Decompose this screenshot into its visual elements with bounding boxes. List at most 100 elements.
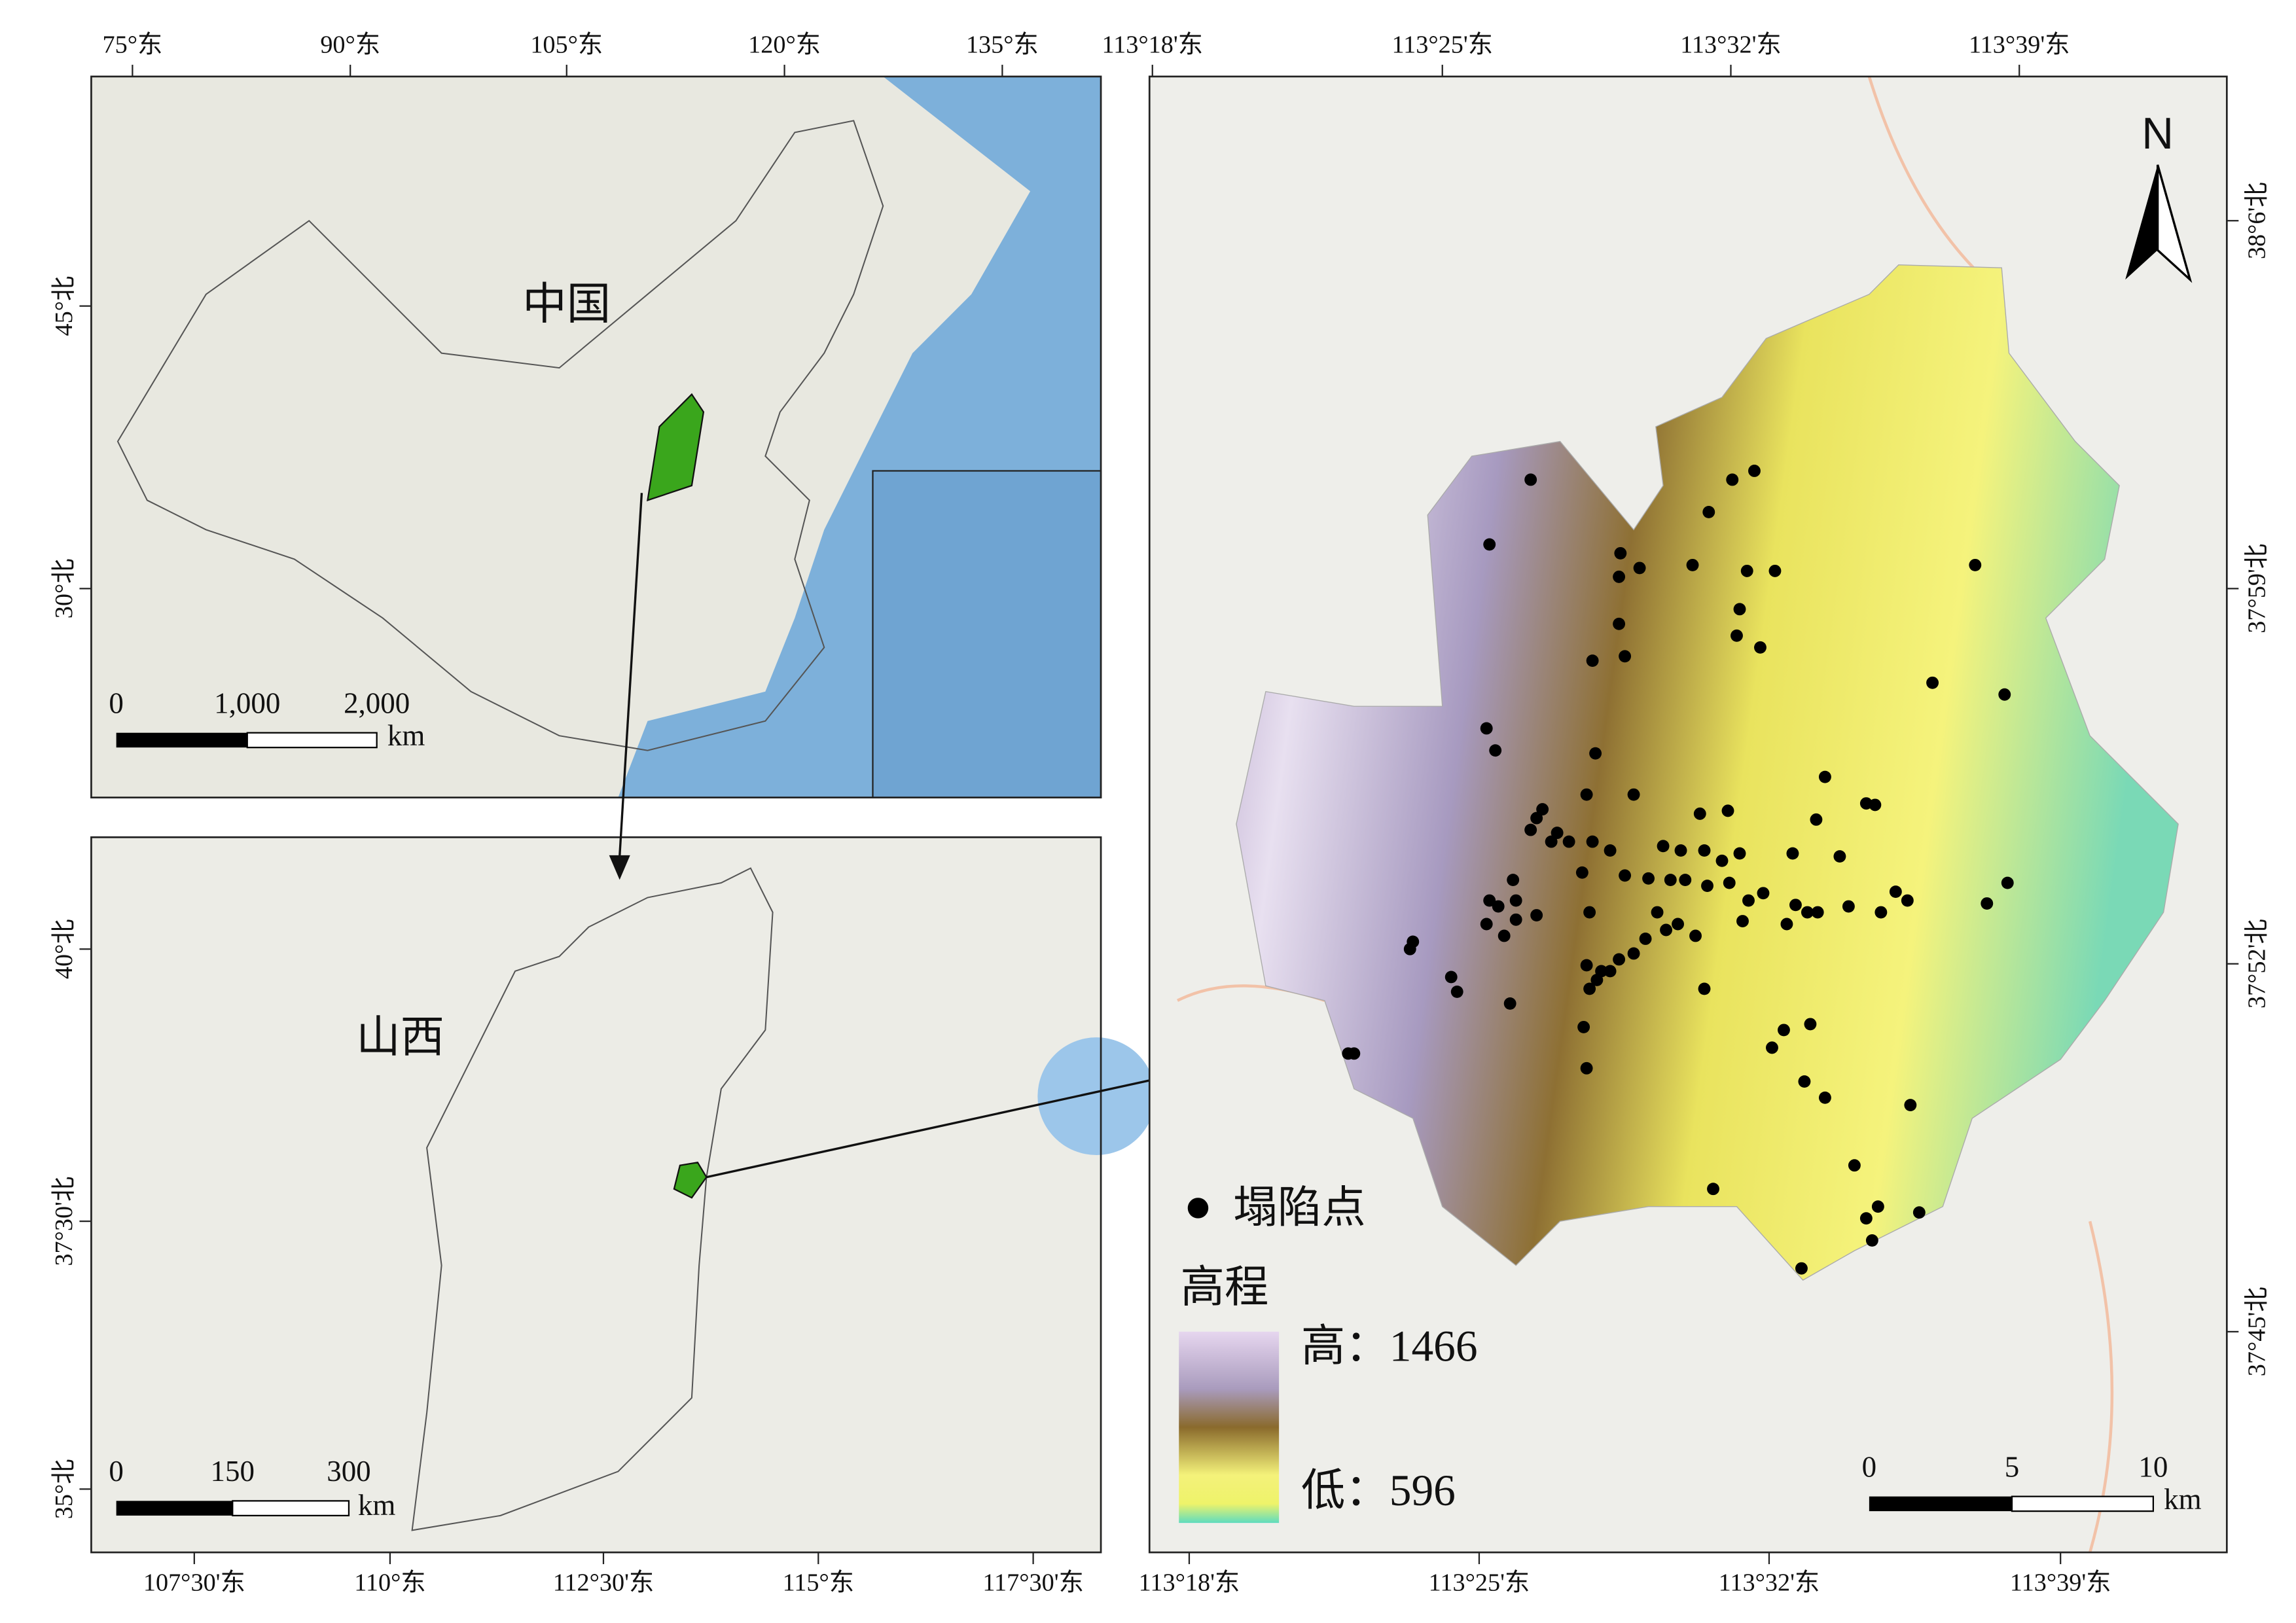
legend-point-symbol <box>1187 1198 1209 1219</box>
collapse-point <box>1524 473 1537 486</box>
collapse-point <box>1614 546 1627 560</box>
collapse-point <box>1833 850 1846 863</box>
collapse-point <box>1810 813 1823 826</box>
collapse-point <box>1715 854 1729 867</box>
tick-label: 113°39'东 <box>1969 31 2070 59</box>
collapse-point <box>1672 918 1684 931</box>
collapse-point <box>1707 1183 1719 1196</box>
collapse-point <box>1757 887 1770 900</box>
collapse-point <box>1590 974 1604 986</box>
collapse-point <box>1859 1212 1873 1225</box>
collapse-point <box>1480 722 1493 735</box>
collapse-point <box>1698 982 1711 995</box>
collapse-point <box>1545 835 1558 848</box>
tick-label: 107°30'东 <box>143 1568 245 1596</box>
panel-background <box>91 837 1102 1553</box>
collapse-point <box>1693 807 1706 820</box>
collapse-point <box>1483 538 1496 551</box>
collapse-point <box>1577 1020 1590 1033</box>
north-arrow: N <box>2125 109 2193 283</box>
collapse-point <box>1723 876 1736 889</box>
shanxi-panel: 山西 <box>90 836 1156 1554</box>
collapse-point <box>1580 788 1593 801</box>
collapse-points <box>1342 465 2014 1275</box>
collapse-point <box>1912 1206 1926 1219</box>
tick-label: 37°45'北 <box>2244 1287 2271 1376</box>
legend-title: 高程 <box>1180 1263 1268 1312</box>
scale-bar <box>246 732 378 749</box>
scale-bar <box>1869 1496 2012 1512</box>
collapse-point <box>1583 906 1596 919</box>
scale-bar <box>116 1501 233 1516</box>
legend-points: 塌陷点 <box>1233 1183 1365 1232</box>
collapse-point <box>1742 894 1755 907</box>
collapse-point <box>1674 844 1687 857</box>
arrow-head <box>609 855 630 880</box>
collapse-point <box>1507 874 1520 886</box>
collapse-point <box>1795 1262 1808 1275</box>
collapse-point <box>1981 897 1994 910</box>
china-outline <box>117 120 884 751</box>
collapse-point <box>1613 953 1626 966</box>
arrow <box>706 1064 1219 1179</box>
collapse-point <box>1998 688 2011 701</box>
tick-label: 135°东 <box>966 31 1039 59</box>
collapse-point <box>1780 918 1793 931</box>
region-label: 中国 <box>522 280 611 329</box>
collapse-point <box>1627 947 1640 960</box>
collapse-point <box>1524 823 1537 836</box>
collapse-point <box>1530 812 1543 825</box>
collapse-point <box>1444 971 1458 984</box>
collapse-point <box>1613 617 1626 630</box>
scale-label: 10 <box>2138 1450 2168 1483</box>
region-label: 山西 <box>356 1012 444 1061</box>
collapse-point <box>1498 929 1511 942</box>
collapse-point <box>1926 676 1939 689</box>
collapse-point <box>1811 906 1824 919</box>
scale-label: 0 <box>109 687 123 720</box>
north-label: N <box>2142 109 2174 158</box>
collapse-point <box>1613 570 1626 583</box>
tick-label: 37°30'北 <box>50 1177 78 1266</box>
collapse-point <box>1736 915 1749 927</box>
collapse-point <box>1740 564 1753 577</box>
tick-label: 113°25'东 <box>1391 31 1493 59</box>
collapse-point <box>1754 641 1767 654</box>
collapse-point <box>1766 1041 1778 1054</box>
collapse-point <box>1686 558 1699 571</box>
collapse-point <box>1403 942 1416 955</box>
collapse-point <box>1726 473 1739 486</box>
collapse-point <box>1701 880 1713 892</box>
collapse-point <box>1580 1061 1593 1075</box>
collapse-point <box>1865 1234 1878 1247</box>
tick-label: 120°东 <box>748 31 821 59</box>
collapse-point <box>1969 558 1982 571</box>
collapse-point <box>1586 654 1599 667</box>
tick-label: 90°东 <box>320 31 380 59</box>
south-sea-inset <box>872 470 1102 798</box>
collapse-point <box>1660 923 1672 936</box>
collapse-point <box>1869 798 1882 812</box>
tick-label: 35°北 <box>50 1459 78 1520</box>
scale-unit: km <box>358 1489 395 1522</box>
tick-label: 37°59'北 <box>2244 544 2271 633</box>
collapse-point <box>1509 894 1522 907</box>
collapse-point <box>1733 603 1746 616</box>
tick-label: 113°25'东 <box>1429 1568 1530 1596</box>
scale-bar <box>116 732 247 748</box>
legend-high: 高：1466 <box>1301 1322 1478 1371</box>
legend-low: 低：596 <box>1301 1466 1456 1515</box>
collapse-point <box>1698 844 1711 857</box>
study-panel: N 塌陷点 高程 高：1466 低：596 <box>1148 75 2228 1554</box>
tick-label: 45°北 <box>50 276 78 336</box>
collapse-point <box>1642 872 1655 885</box>
collapse-point <box>1551 827 1564 840</box>
collapse-point <box>1874 906 1888 919</box>
scale-unit: km <box>387 719 425 752</box>
collapse-point <box>1842 900 1855 913</box>
collapse-point <box>1798 1075 1811 1088</box>
collapse-point <box>1604 965 1617 978</box>
collapse-point <box>1733 847 1746 860</box>
collapse-point <box>1483 894 1496 907</box>
